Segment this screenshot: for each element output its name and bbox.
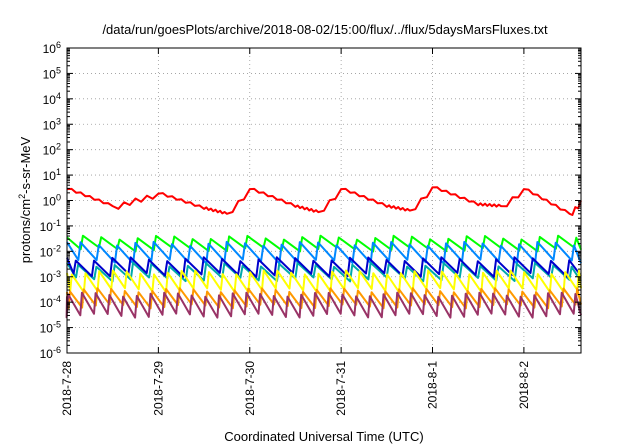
y-tick-label-exponent: 5: [56, 65, 61, 75]
series-line-8: [65, 291, 582, 319]
series-line-3: [66, 240, 582, 265]
y-tick-label: 100: [43, 193, 61, 209]
chart-title: /data/run/goesPlots/archive/2018-08-02/1…: [102, 22, 548, 37]
y-tick-label: 104: [43, 91, 61, 107]
y-tick-label-base: 10: [40, 271, 54, 285]
y-tick-label: 106: [43, 40, 61, 56]
x-axis: 2018-7-28 2018-7-29 2018-7-30 2018-7-31 2018…: [60, 48, 531, 416]
y-tick-label: 10-5: [40, 320, 61, 336]
y-tick-label: 10-4: [40, 294, 61, 310]
y-tick-label: 101: [43, 167, 61, 183]
y-tick-label-exponent: 0: [56, 193, 61, 203]
y-tick-label: 10-3: [40, 269, 61, 285]
y-tick-label: 103: [43, 116, 61, 132]
y-tick-label-base: 10: [40, 245, 54, 259]
y-tick-label-exponent: 4: [56, 91, 61, 101]
y-tick-label: 10-2: [40, 243, 61, 259]
y-axis-label-prefix: protons/cm: [18, 199, 33, 263]
y-tick-label: 10-6: [40, 345, 61, 361]
y-tick-label-base: 10: [43, 42, 57, 56]
y-tick-label-base: 10: [40, 296, 54, 310]
series-line-1: [66, 186, 582, 216]
y-tick-label: 102: [43, 142, 61, 158]
y-tick-label-exponent: 3: [56, 116, 61, 126]
y-tick-label-base: 10: [43, 169, 57, 183]
y-axis-label-superscript: 2: [17, 194, 27, 199]
x-tick-label: 2018-8-2: [517, 361, 531, 409]
y-tick-label-base: 10: [43, 144, 57, 158]
grid: [67, 48, 581, 353]
y-tick-label-base: 10: [40, 220, 54, 234]
y-tick-label-exponent: -4: [53, 294, 61, 304]
y-tick-label-exponent: 6: [56, 40, 61, 50]
y-tick-label-base: 10: [43, 195, 57, 209]
y-tick-label-base: 10: [43, 67, 57, 81]
series-line-5: [66, 256, 582, 278]
y-tick-label-exponent: 2: [56, 142, 61, 152]
y-axis-label: protons/cm2-s-sr-MeV: [17, 136, 33, 263]
x-tick-label: 2018-7-30: [243, 361, 257, 416]
y-tick-label-exponent: -2: [53, 243, 61, 253]
y-tick-label: 10-1: [40, 218, 61, 234]
x-tick-label: 2018-8-1: [426, 361, 440, 409]
y-tick-label-exponent: -5: [53, 320, 61, 330]
x-tick-label: 2018-7-28: [60, 361, 74, 416]
y-tick-label-base: 10: [40, 322, 54, 336]
y-tick-label-base: 10: [43, 93, 57, 107]
y-tick-label-exponent: -6: [53, 345, 61, 355]
y-tick-label-base: 10: [43, 118, 57, 132]
series-line-7: [66, 287, 582, 310]
y-axis-label-suffix: -s-sr-MeV: [18, 136, 33, 193]
x-axis-label: Coordinated Universal Time (UTC): [224, 429, 423, 444]
y-tick-label-exponent: -3: [53, 269, 61, 279]
y-tick-label-base: 10: [40, 347, 54, 361]
x-tick-label: 2018-7-29: [151, 361, 165, 416]
x-tick-label: 2018-7-31: [334, 361, 348, 416]
y-axis: 10-610-510-410-310-210-11001011021031041…: [40, 40, 581, 361]
y-tick-label-exponent: 1: [56, 167, 61, 177]
series-group: [65, 186, 582, 319]
series-line-6: [66, 269, 582, 294]
y-tick-label: 105: [43, 65, 61, 81]
y-tick-label-exponent: -1: [53, 218, 61, 228]
